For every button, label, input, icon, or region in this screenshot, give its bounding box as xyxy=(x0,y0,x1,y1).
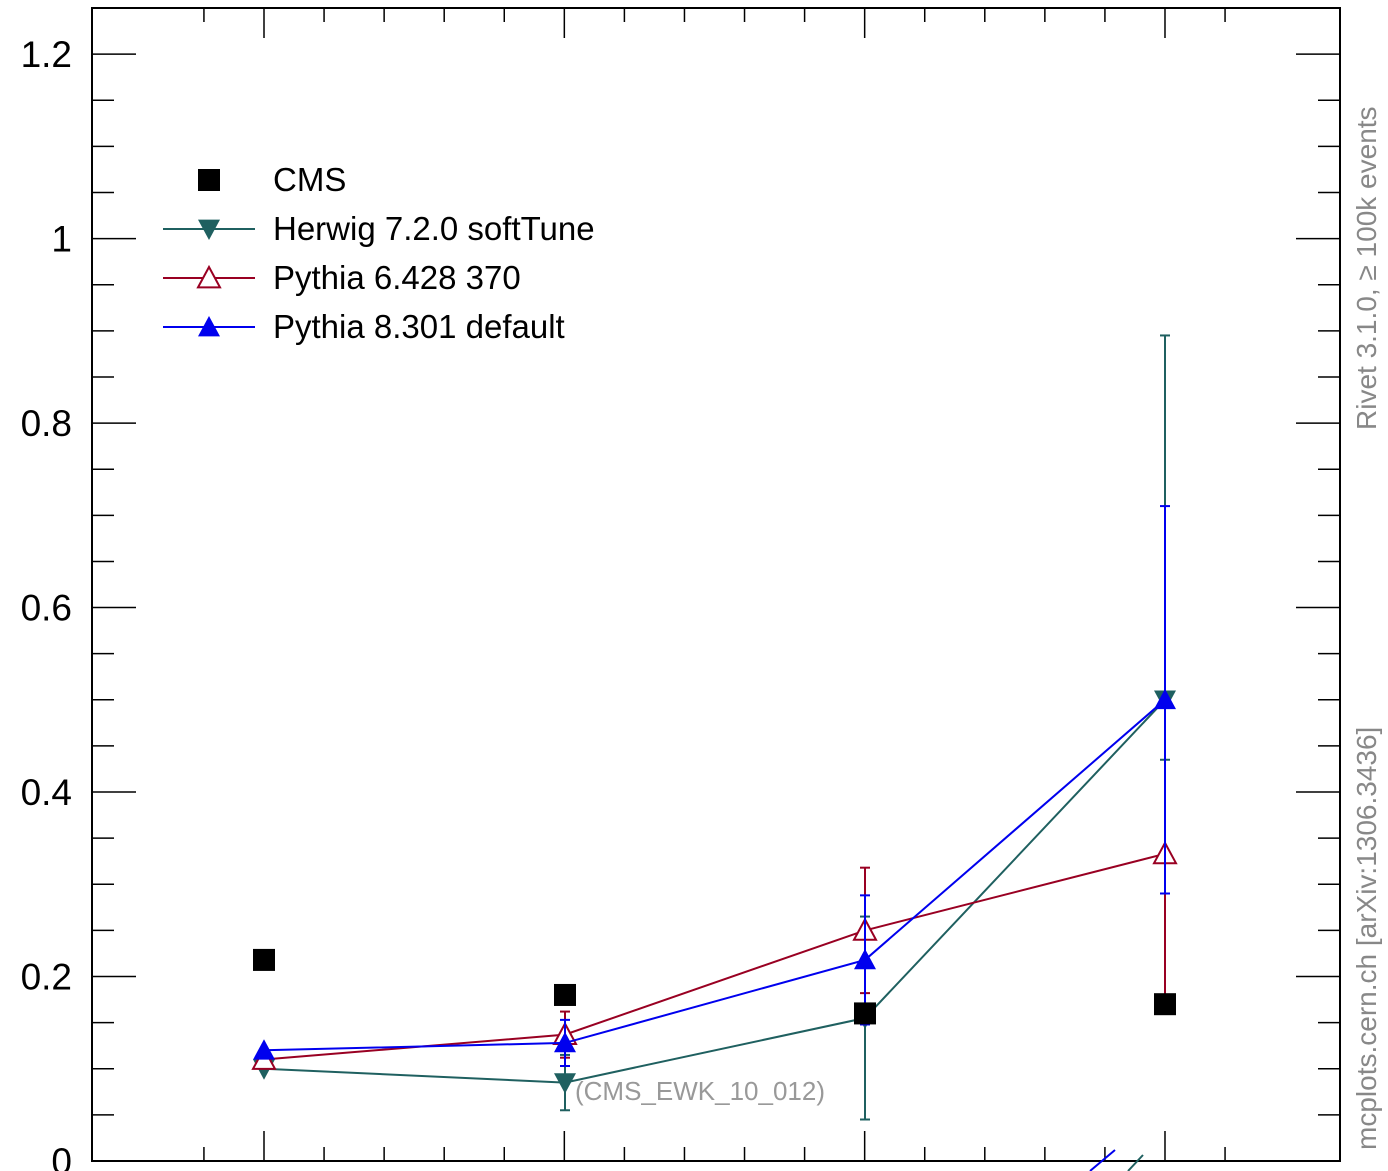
y-tick-label: 0.6 xyxy=(21,588,72,629)
legend-marker xyxy=(198,169,220,191)
y-tick-label: 1 xyxy=(51,219,72,260)
y-tick-label: 0 xyxy=(51,1141,72,1171)
data-point xyxy=(554,983,576,1006)
legend-label: Pythia 6.428 370 xyxy=(273,259,521,296)
data-point xyxy=(854,1002,876,1025)
legend-label: Herwig 7.2.0 softTune xyxy=(273,210,595,247)
legend-entry: CMS xyxy=(198,161,346,198)
legend-label: Pythia 8.301 default xyxy=(273,308,565,345)
data-point xyxy=(854,948,876,970)
series-0 xyxy=(253,948,1176,1025)
legend-marker xyxy=(198,316,220,337)
series-layer xyxy=(251,334,1178,1171)
series-line xyxy=(263,699,1166,1084)
source-label: mcplots.cern.ch [arXiv:1306.3436] xyxy=(1351,727,1382,1150)
y-tick-label: 0.8 xyxy=(21,403,72,444)
data-point xyxy=(554,1073,576,1094)
offscale-line-fragment xyxy=(1089,1149,1116,1171)
legend-label: CMS xyxy=(273,161,346,198)
plot-frame xyxy=(91,7,1341,1162)
axes: 0 0.2 0.4 0.6 0.8 1 1.2 xyxy=(21,7,1341,1171)
data-point xyxy=(253,1039,275,1060)
data-point xyxy=(253,948,275,971)
legend-entry: Pythia 6.428 370 xyxy=(163,259,521,296)
data-point xyxy=(554,1031,576,1053)
legend-marker xyxy=(198,219,220,240)
legend: CMS Herwig 7.2.0 softTune Pythia 6.428 370… xyxy=(163,161,595,345)
data-point xyxy=(1154,993,1176,1016)
y-tick-label: 0.2 xyxy=(21,957,72,998)
offscale-line-fragment xyxy=(1127,1154,1144,1171)
legend-entry: Pythia 8.301 default xyxy=(163,308,565,345)
y-tick-label: 1.2 xyxy=(21,34,72,75)
y-tick-label: 0.4 xyxy=(21,772,72,813)
series-line xyxy=(263,699,1166,1052)
series-3 xyxy=(253,505,1176,1067)
rivet-version-label: Rivet 3.1.0, ≥ 100k events xyxy=(1351,106,1382,430)
data-point xyxy=(1154,688,1176,710)
legend-marker xyxy=(196,264,222,289)
analysis-annotation: (CMS_EWK_10_012) xyxy=(575,1076,825,1106)
legend-entry: Herwig 7.2.0 softTune xyxy=(163,210,595,247)
series-2 xyxy=(251,840,1178,1070)
series-line xyxy=(263,852,1166,1061)
